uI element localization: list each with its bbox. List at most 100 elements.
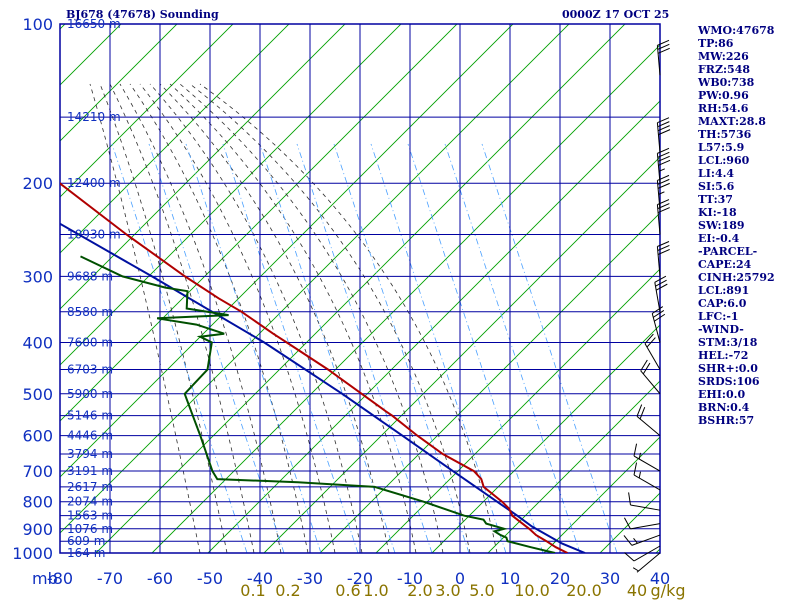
wind-barb	[656, 241, 670, 277]
sounding-parameter: -PARCEL-	[698, 245, 758, 258]
wind-barb-half-flag	[633, 538, 638, 544]
mixing-ratio-label: 2.0	[407, 581, 432, 600]
moist-adiabat-line	[189, 83, 471, 553]
wind-barb-flag	[654, 313, 666, 322]
height-label: 12400 m	[67, 176, 121, 190]
wind-barb-staff	[630, 523, 661, 530]
dewpoint-curve	[80, 255, 556, 553]
wind-barb-staff	[636, 415, 661, 437]
wind-barb-staff	[631, 534, 661, 546]
sounding-parameter: MW:226	[698, 50, 749, 63]
wind-barb-flag	[633, 443, 638, 457]
moist-adiabat-line	[179, 83, 444, 553]
sounding-parameter: KI:-18	[698, 206, 737, 219]
sounding-parameter: PW:0.96	[698, 89, 749, 102]
height-label: 5146 m	[67, 409, 113, 423]
sounding-parameter: FRZ:548	[698, 63, 751, 76]
wind-barb-staff	[656, 180, 661, 211]
height-label: 10930 m	[67, 228, 121, 242]
pressure-tick-label: 800	[22, 493, 53, 512]
wind-barb-half-flag	[632, 567, 639, 572]
sounding-parameter: TH:5736	[698, 128, 752, 141]
sounding-parameter: CAP:6.0	[698, 297, 747, 310]
wind-barb-staff	[654, 282, 661, 312]
height-label: 609 m	[67, 534, 105, 548]
temperature-tick-label: -40	[247, 569, 273, 588]
wind-barb-staff	[651, 313, 661, 343]
wind-barb-half-flag	[658, 168, 665, 172]
wind-barb-staff	[644, 343, 661, 370]
sounding-parameters-panel: WMO:47678 TP:86 MW:226 FRZ:548 WB0:738 PW:0.9…	[698, 24, 775, 427]
wind-barb-flag	[657, 245, 670, 251]
temperature-tick-label: -70	[97, 569, 123, 588]
mixing-ratio-label: 0.2	[275, 581, 300, 600]
wind-barb-half-flag	[658, 191, 665, 195]
height-label: 8580 m	[67, 305, 113, 319]
wind-barb	[636, 404, 661, 437]
wind-barb	[633, 443, 661, 472]
wind-barb-staff	[640, 370, 661, 395]
moist-adiabat-line	[139, 83, 336, 553]
wind-barb-flag	[624, 552, 635, 562]
wind-barb-staff	[636, 552, 661, 573]
moist-adiabat-line	[159, 83, 390, 553]
wind-barb-flag	[658, 129, 671, 136]
height-label: 5900 m	[67, 387, 113, 401]
wind-barb-flag	[657, 182, 670, 189]
temperature-tick-label: 0	[455, 569, 465, 588]
temperature-tick-label: -60	[147, 569, 173, 588]
parcel-layer	[60, 222, 586, 553]
pressure-tick-label: 500	[22, 385, 53, 404]
wind-barb-half-flag	[638, 471, 641, 479]
sounding-parameter: LI:4.4	[698, 167, 735, 180]
wind-barb-flag	[652, 309, 665, 318]
pressure-tick-label: 600	[22, 427, 53, 446]
wind-barb	[623, 517, 661, 530]
sounding-parameter: BSHR:57	[698, 414, 755, 427]
temperature-layer	[60, 182, 568, 553]
mixing-ratio-label: 10.0	[514, 581, 550, 600]
mixing-ratio-line	[333, 143, 470, 553]
wind-barb-flag	[623, 535, 633, 546]
wind-barb-staff	[633, 474, 661, 491]
temperature-tick-label: -80	[47, 569, 73, 588]
height-label: 3794 m	[67, 447, 113, 461]
wind-barb-staff	[656, 122, 661, 153]
pressure-tick-label: 300	[22, 267, 53, 286]
temperature-tick-label: -50	[197, 569, 223, 588]
wind-barb	[656, 39, 670, 76]
mixing-ratio-label: g/kg	[651, 581, 686, 600]
wind-barb-flag	[651, 306, 664, 314]
mixing-ratio-label: 0.1	[240, 581, 265, 600]
dry-adiabat-line	[543, 436, 660, 553]
pressure-tick-label: 900	[22, 520, 53, 539]
height-label: 1076 m	[67, 522, 113, 536]
height-label: 2074 m	[67, 495, 113, 509]
pressure-tick-label: 700	[22, 462, 53, 481]
moist-adiabat-line	[149, 83, 363, 553]
mixing-ratio-label: 3.0	[435, 581, 460, 600]
mixing-ratio-line	[222, 143, 359, 553]
sounding-parameter: WB0:738	[698, 76, 755, 89]
sounding-parameter: CAPE:24	[698, 258, 752, 271]
sounding-parameter: SRDS:106	[698, 375, 760, 388]
moist-adiabat-line	[199, 83, 498, 553]
wind-barb-flag	[657, 147, 670, 154]
wind-barb-staff	[633, 545, 661, 562]
moist-adiabats	[89, 83, 498, 553]
moist-adiabat-line	[109, 83, 255, 553]
wind-barb-flag	[655, 279, 667, 287]
mixing-ratio-label: 5.0	[469, 581, 494, 600]
dry-adiabat-line	[60, 24, 234, 198]
height-label: 14210 m	[67, 110, 121, 124]
wind-barb-staff	[633, 455, 661, 472]
wind-barb	[644, 333, 661, 370]
parcel-curve	[60, 222, 586, 553]
sounding-parameter: RH:54.6	[698, 102, 749, 115]
height-label: 164 m	[67, 546, 105, 560]
height-label: 16650 m	[67, 17, 121, 31]
sounding-parameter: LCL:960	[698, 154, 750, 167]
mixing-ratio-line	[148, 143, 285, 553]
pressure-tick-label: 100	[22, 15, 53, 34]
